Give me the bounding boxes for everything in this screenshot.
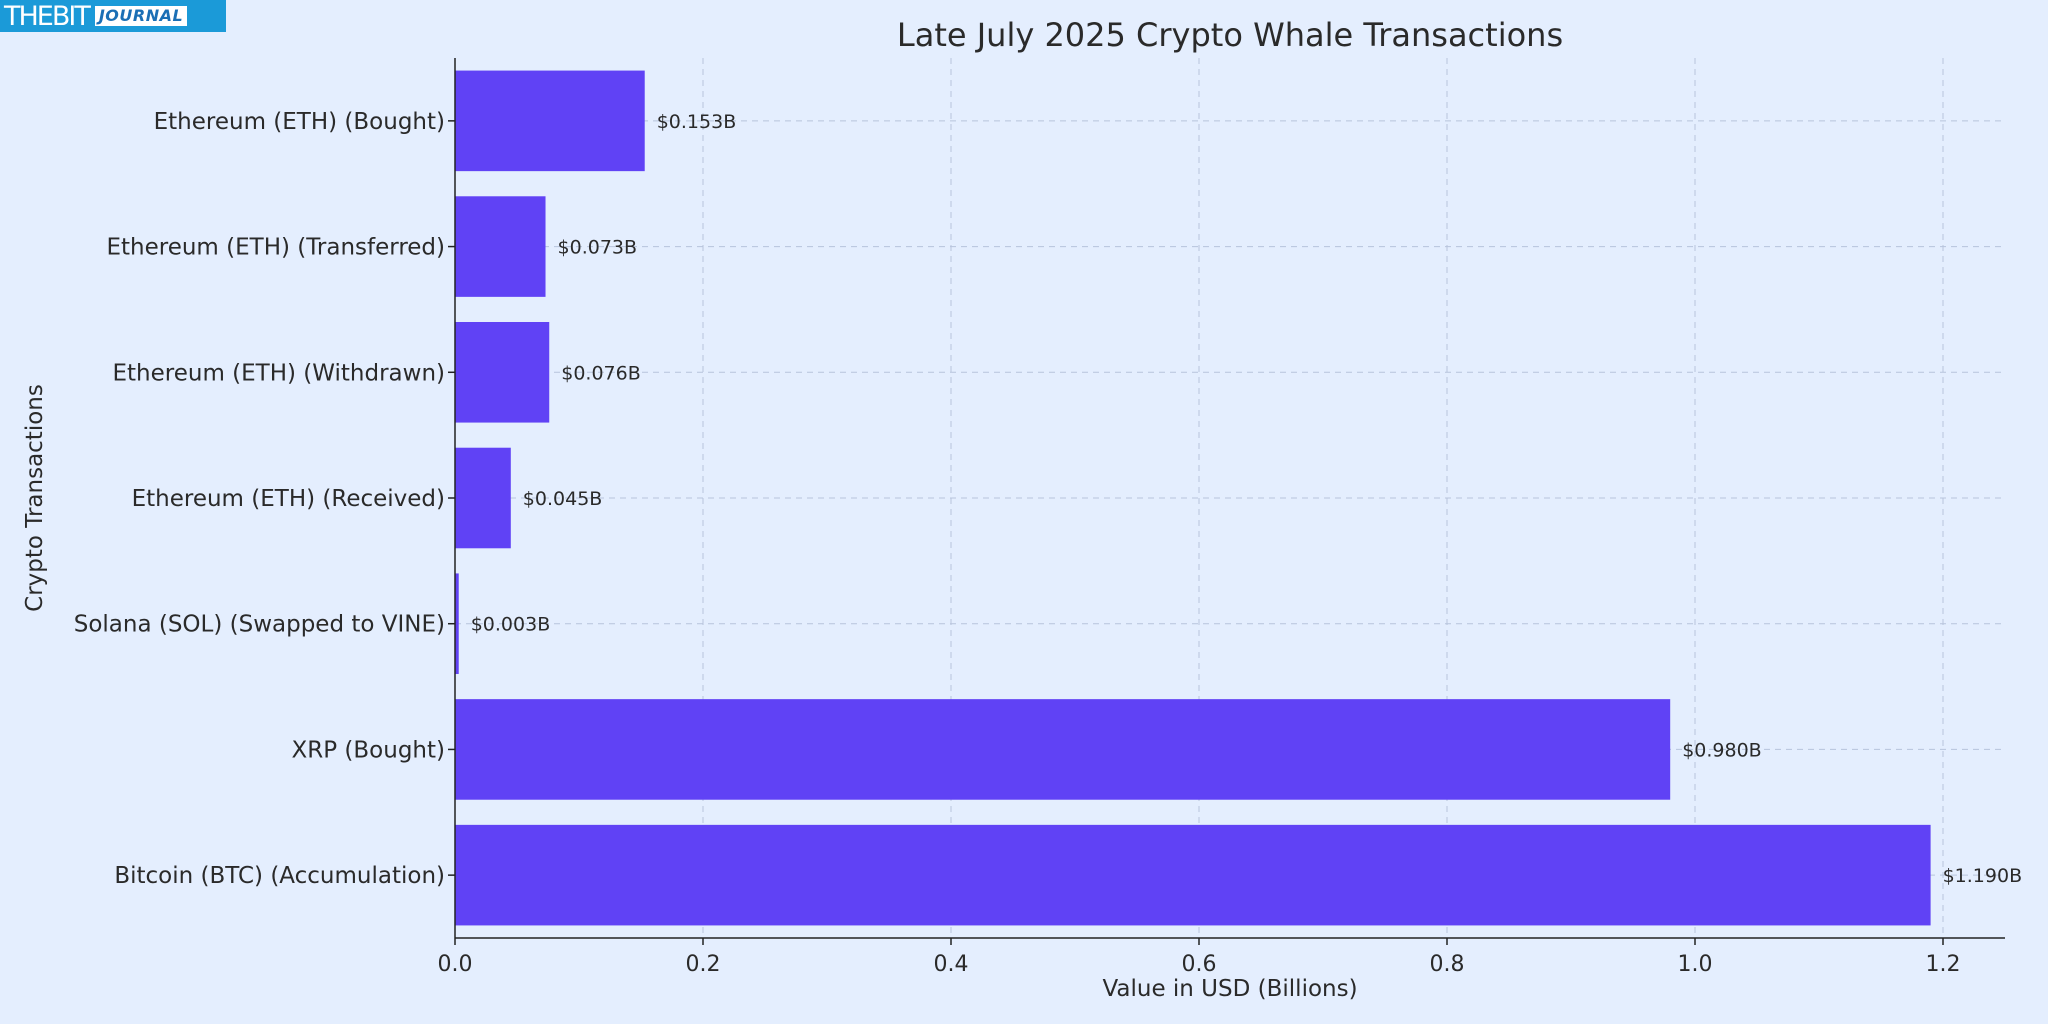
bar bbox=[455, 447, 511, 549]
bar-value-label: $0.073B bbox=[558, 237, 638, 259]
category-labels: Bitcoin (BTC) (Accumulation) XRP (Bought)… bbox=[74, 109, 455, 889]
chart-title: Late July 2025 Crypto Whale Transactions bbox=[897, 16, 1563, 54]
category-label: Bitcoin (BTC) (Accumulation) bbox=[114, 863, 445, 889]
x-tick-label: 0.2 bbox=[686, 952, 721, 977]
bar-value-label: $0.045B bbox=[523, 488, 603, 510]
category-label: Ethereum (ETH) (Received) bbox=[132, 486, 445, 512]
x-tick-label: 0.0 bbox=[438, 952, 473, 977]
x-tick-label: 0.6 bbox=[1182, 952, 1217, 977]
bar-value-label: $0.153B bbox=[657, 111, 737, 133]
x-tick-label: 1.0 bbox=[1678, 952, 1713, 977]
bar bbox=[455, 824, 1931, 926]
x-tick-label: 1.2 bbox=[1926, 952, 1961, 977]
bar-value-label: $1.190B bbox=[1943, 865, 2023, 887]
logo: THEBIT JOURNAL bbox=[0, 0, 226, 32]
logo-main-text: THEBIT bbox=[4, 0, 91, 32]
bar-value-label: $0.003B bbox=[471, 614, 551, 636]
bar bbox=[455, 70, 645, 172]
x-ticks: 0.0 0.2 0.4 0.6 0.8 1.0 1.2 bbox=[438, 938, 1961, 977]
bars: $1.190B $0.980B $0.003B $0.045B $0.076B $0.07… bbox=[455, 70, 2023, 926]
bar bbox=[455, 699, 1671, 800]
category-label: Ethereum (ETH) (Bought) bbox=[154, 109, 445, 135]
category-label: Ethereum (ETH) (Withdrawn) bbox=[112, 360, 445, 386]
y-axis-label: Crypto Transactions bbox=[22, 384, 48, 612]
logo-sub-text: JOURNAL bbox=[94, 6, 188, 26]
x-tick-label: 0.4 bbox=[934, 952, 969, 977]
bar bbox=[455, 196, 546, 297]
x-axis-label: Value in USD (Billions) bbox=[1102, 976, 1357, 1002]
category-label: Ethereum (ETH) (Transferred) bbox=[106, 235, 445, 261]
category-label: Solana (SOL) (Swapped to VINE) bbox=[74, 612, 445, 638]
category-label: XRP (Bought) bbox=[292, 737, 446, 763]
bar-value-label: $0.076B bbox=[561, 362, 641, 384]
bar bbox=[455, 573, 459, 674]
x-tick-label: 0.8 bbox=[1430, 952, 1465, 977]
bar-value-label: $0.980B bbox=[1682, 739, 1762, 761]
bar bbox=[455, 322, 550, 423]
grid bbox=[454, 58, 2005, 938]
